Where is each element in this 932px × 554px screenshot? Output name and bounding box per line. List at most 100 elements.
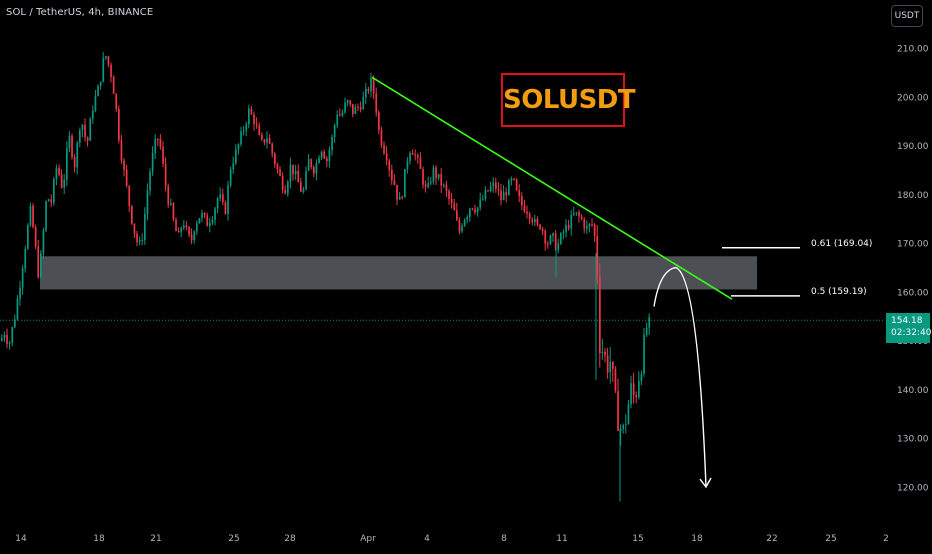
candle-body: [34, 227, 37, 247]
candle-body: [84, 124, 86, 138]
candle-body: [40, 253, 42, 278]
candle-body: [541, 228, 544, 231]
candle-body: [253, 114, 255, 125]
candle-body: [240, 131, 242, 145]
candle-body: [294, 170, 297, 175]
candle-body: [495, 182, 497, 189]
candle-body: [261, 134, 263, 140]
candle-body: [531, 219, 534, 223]
descending-trendline: [371, 76, 733, 300]
candle-body: [71, 135, 73, 157]
candle-body: [224, 202, 227, 214]
candle-body: [411, 152, 414, 155]
candle-body: [521, 196, 523, 206]
candle-body: [588, 224, 591, 227]
x-tick-label: 18: [691, 534, 703, 544]
x-tick-label: 8: [501, 534, 507, 544]
candle-body: [131, 205, 133, 224]
x-tick-label: 25: [825, 534, 836, 544]
candle-body: [391, 169, 393, 181]
candle-body: [318, 157, 320, 164]
symbol-badge: SOLUSDT: [501, 73, 636, 127]
candle-body: [456, 210, 458, 221]
projection-arrowhead: [699, 477, 712, 489]
candle-body: [547, 243, 549, 245]
candle-body: [42, 230, 45, 254]
candle-body: [146, 190, 149, 214]
currency-button[interactable]: USDT: [891, 5, 923, 27]
candle-body: [362, 97, 365, 110]
candle-body: [567, 225, 570, 229]
candle-body: [107, 56, 110, 65]
candle-body: [144, 213, 146, 241]
candle-body: [370, 78, 372, 92]
y-tick-label: 160.00: [897, 288, 929, 298]
candle-body: [528, 213, 531, 220]
candle-body: [596, 236, 599, 276]
candle-body: [323, 151, 326, 159]
candle-body: [422, 168, 424, 185]
candle-body: [487, 190, 489, 192]
candle-body: [209, 223, 211, 227]
x-tick-label: 18: [93, 534, 105, 544]
candle-body: [354, 106, 357, 114]
candle-body: [453, 203, 456, 211]
candle-body: [37, 246, 40, 278]
candle-body: [570, 214, 573, 229]
x-tick-label: 25: [228, 534, 239, 544]
candle-body: [565, 225, 567, 233]
candle-body: [619, 428, 622, 431]
candle-body: [162, 146, 164, 164]
candle-body: [440, 174, 443, 186]
candle-body: [118, 108, 120, 141]
candle-body: [151, 152, 154, 172]
candle-body: [580, 216, 583, 220]
candle-body: [203, 212, 206, 216]
candle-body: [638, 380, 640, 398]
candle-body: [601, 351, 604, 354]
candle-body: [99, 81, 102, 86]
candle-body: [409, 152, 411, 162]
candle-body: [333, 125, 336, 138]
candle-body: [16, 298, 19, 320]
y-tick-label: 120.00: [897, 484, 929, 494]
candle-body: [60, 174, 63, 188]
candle-body: [305, 170, 307, 190]
candle-body: [198, 218, 201, 224]
x-tick-label: 15: [632, 534, 643, 544]
candle-body: [81, 124, 84, 131]
candle-body: [68, 135, 71, 149]
candle-body: [593, 224, 596, 237]
candle-body: [300, 182, 302, 192]
candle-body: [599, 275, 601, 354]
candle-body: [482, 199, 484, 201]
candle-body: [617, 391, 619, 431]
candle-body: [274, 153, 276, 165]
candle-body: [469, 208, 471, 217]
symbol-title[interactable]: SOL / TetherUS, 4h, BINANCE: [6, 7, 154, 18]
candle-body: [476, 207, 479, 213]
candle-body: [167, 186, 170, 205]
candle-body: [435, 167, 437, 179]
candle-body: [19, 287, 21, 299]
candle-body: [648, 316, 651, 328]
candle-body: [8, 342, 11, 344]
candle-body: [3, 334, 6, 339]
candle-body: [271, 143, 274, 154]
candle-body: [632, 383, 635, 396]
candle-body: [279, 169, 281, 176]
candle-body: [11, 327, 14, 343]
candle-body: [92, 110, 94, 119]
candle-body: [242, 130, 245, 132]
candle-body: [443, 184, 445, 186]
candle-body: [110, 64, 112, 77]
x-tick-label: Apr: [360, 534, 376, 544]
candle-body: [586, 226, 588, 229]
x-tick-label: 28: [284, 534, 296, 544]
candle-body: [383, 145, 385, 154]
y-tick-label: 130.00: [897, 435, 929, 445]
candle-body: [398, 196, 401, 200]
candle-body: [372, 78, 375, 94]
